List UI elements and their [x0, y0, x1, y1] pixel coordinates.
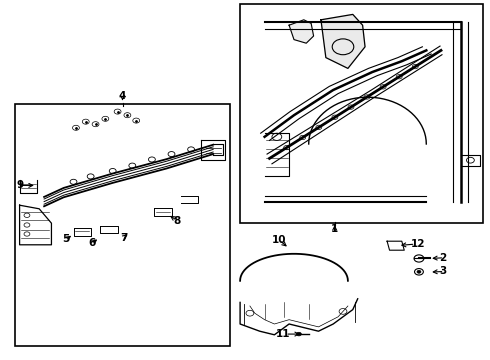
- Polygon shape: [321, 14, 365, 68]
- Text: 9: 9: [16, 180, 24, 190]
- Text: 5: 5: [63, 234, 70, 244]
- Polygon shape: [289, 20, 314, 43]
- Text: 7: 7: [120, 233, 127, 243]
- Text: 2: 2: [440, 253, 447, 263]
- Text: 4: 4: [119, 91, 126, 102]
- Circle shape: [417, 270, 421, 273]
- Text: 10: 10: [272, 235, 287, 245]
- Text: 11: 11: [275, 329, 290, 339]
- Circle shape: [296, 332, 301, 336]
- Bar: [15, 104, 230, 346]
- Text: 6: 6: [89, 238, 96, 248]
- Text: 12: 12: [411, 239, 425, 249]
- Text: 3: 3: [440, 266, 447, 276]
- Text: 8: 8: [174, 216, 181, 226]
- Bar: [240, 4, 483, 223]
- Text: 1: 1: [331, 224, 338, 234]
